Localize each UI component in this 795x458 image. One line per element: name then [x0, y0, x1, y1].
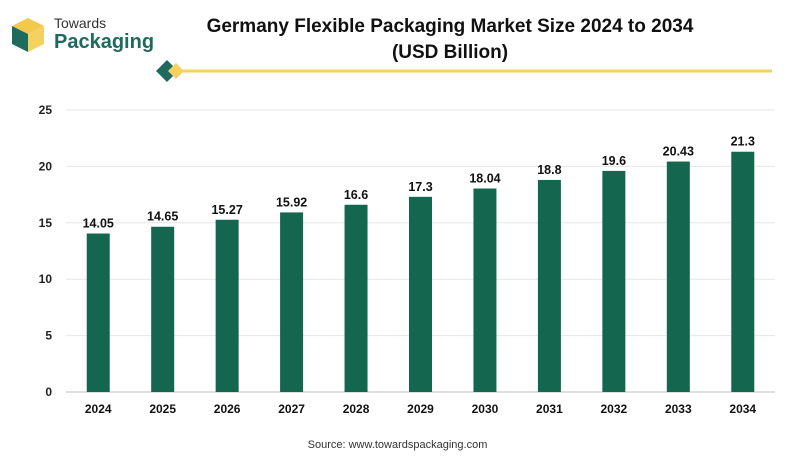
bar-value-label: 14.05	[83, 217, 114, 231]
logo-text-packaging: Packaging	[54, 31, 155, 53]
bar-value-label: 19.6	[602, 154, 626, 168]
bar	[602, 170, 626, 392]
x-tick-label: 2030	[472, 402, 499, 416]
x-tick-label: 2032	[601, 402, 628, 416]
y-tick-label: 0	[45, 385, 52, 399]
title-divider	[156, 60, 772, 82]
bar-value-label: 15.92	[276, 195, 307, 209]
y-tick-label: 15	[39, 216, 53, 230]
y-tick-label: 25	[39, 103, 53, 117]
bar	[280, 212, 304, 392]
bar-value-label: 18.8	[537, 163, 561, 177]
bar-value-label: 17.3	[408, 180, 432, 194]
bar	[666, 161, 690, 392]
source-note: Source: www.towardspackaging.com	[307, 439, 488, 451]
y-tick-label: 10	[39, 272, 53, 286]
x-tick-label: 2024	[85, 402, 112, 416]
x-tick-label: 2025	[149, 402, 176, 416]
divider-diamond-icon	[156, 60, 178, 82]
x-tick-label: 2034	[729, 402, 756, 416]
bar-value-label: 14.65	[147, 210, 178, 224]
bar	[344, 204, 368, 392]
chart-title-line2: (USD Billion)	[391, 42, 509, 63]
bar	[151, 226, 175, 392]
y-tick-label: 5	[45, 329, 52, 343]
box-logo-icon	[12, 18, 44, 52]
bar-value-label: 18.04	[469, 172, 500, 186]
bar-value-label: 15.27	[211, 203, 242, 217]
bar	[215, 219, 239, 392]
chart-title: Germany Flexible Packaging Market Size 2…	[200, 14, 700, 66]
bar-value-label: 21.3	[731, 135, 755, 149]
brand-logo: Towards Packaging	[8, 14, 154, 54]
chart-title-line1: Germany Flexible Packaging Market Size 2…	[206, 16, 694, 37]
y-tick-label: 20	[39, 159, 53, 173]
bar	[537, 179, 561, 392]
bar	[731, 151, 755, 392]
bar-value-label: 16.6	[344, 188, 368, 202]
bar-value-label: 20.43	[663, 145, 694, 159]
x-tick-label: 2026	[214, 402, 241, 416]
x-tick-label: 2033	[665, 402, 692, 416]
logo-text-towards: Towards	[54, 15, 107, 31]
bar	[473, 188, 497, 392]
x-tick-label: 2028	[343, 402, 370, 416]
x-tick-label: 2031	[536, 402, 563, 416]
bar	[86, 233, 110, 392]
bar	[409, 196, 432, 392]
x-tick-label: 2029	[407, 402, 434, 416]
x-tick-label: 2027	[278, 402, 305, 416]
